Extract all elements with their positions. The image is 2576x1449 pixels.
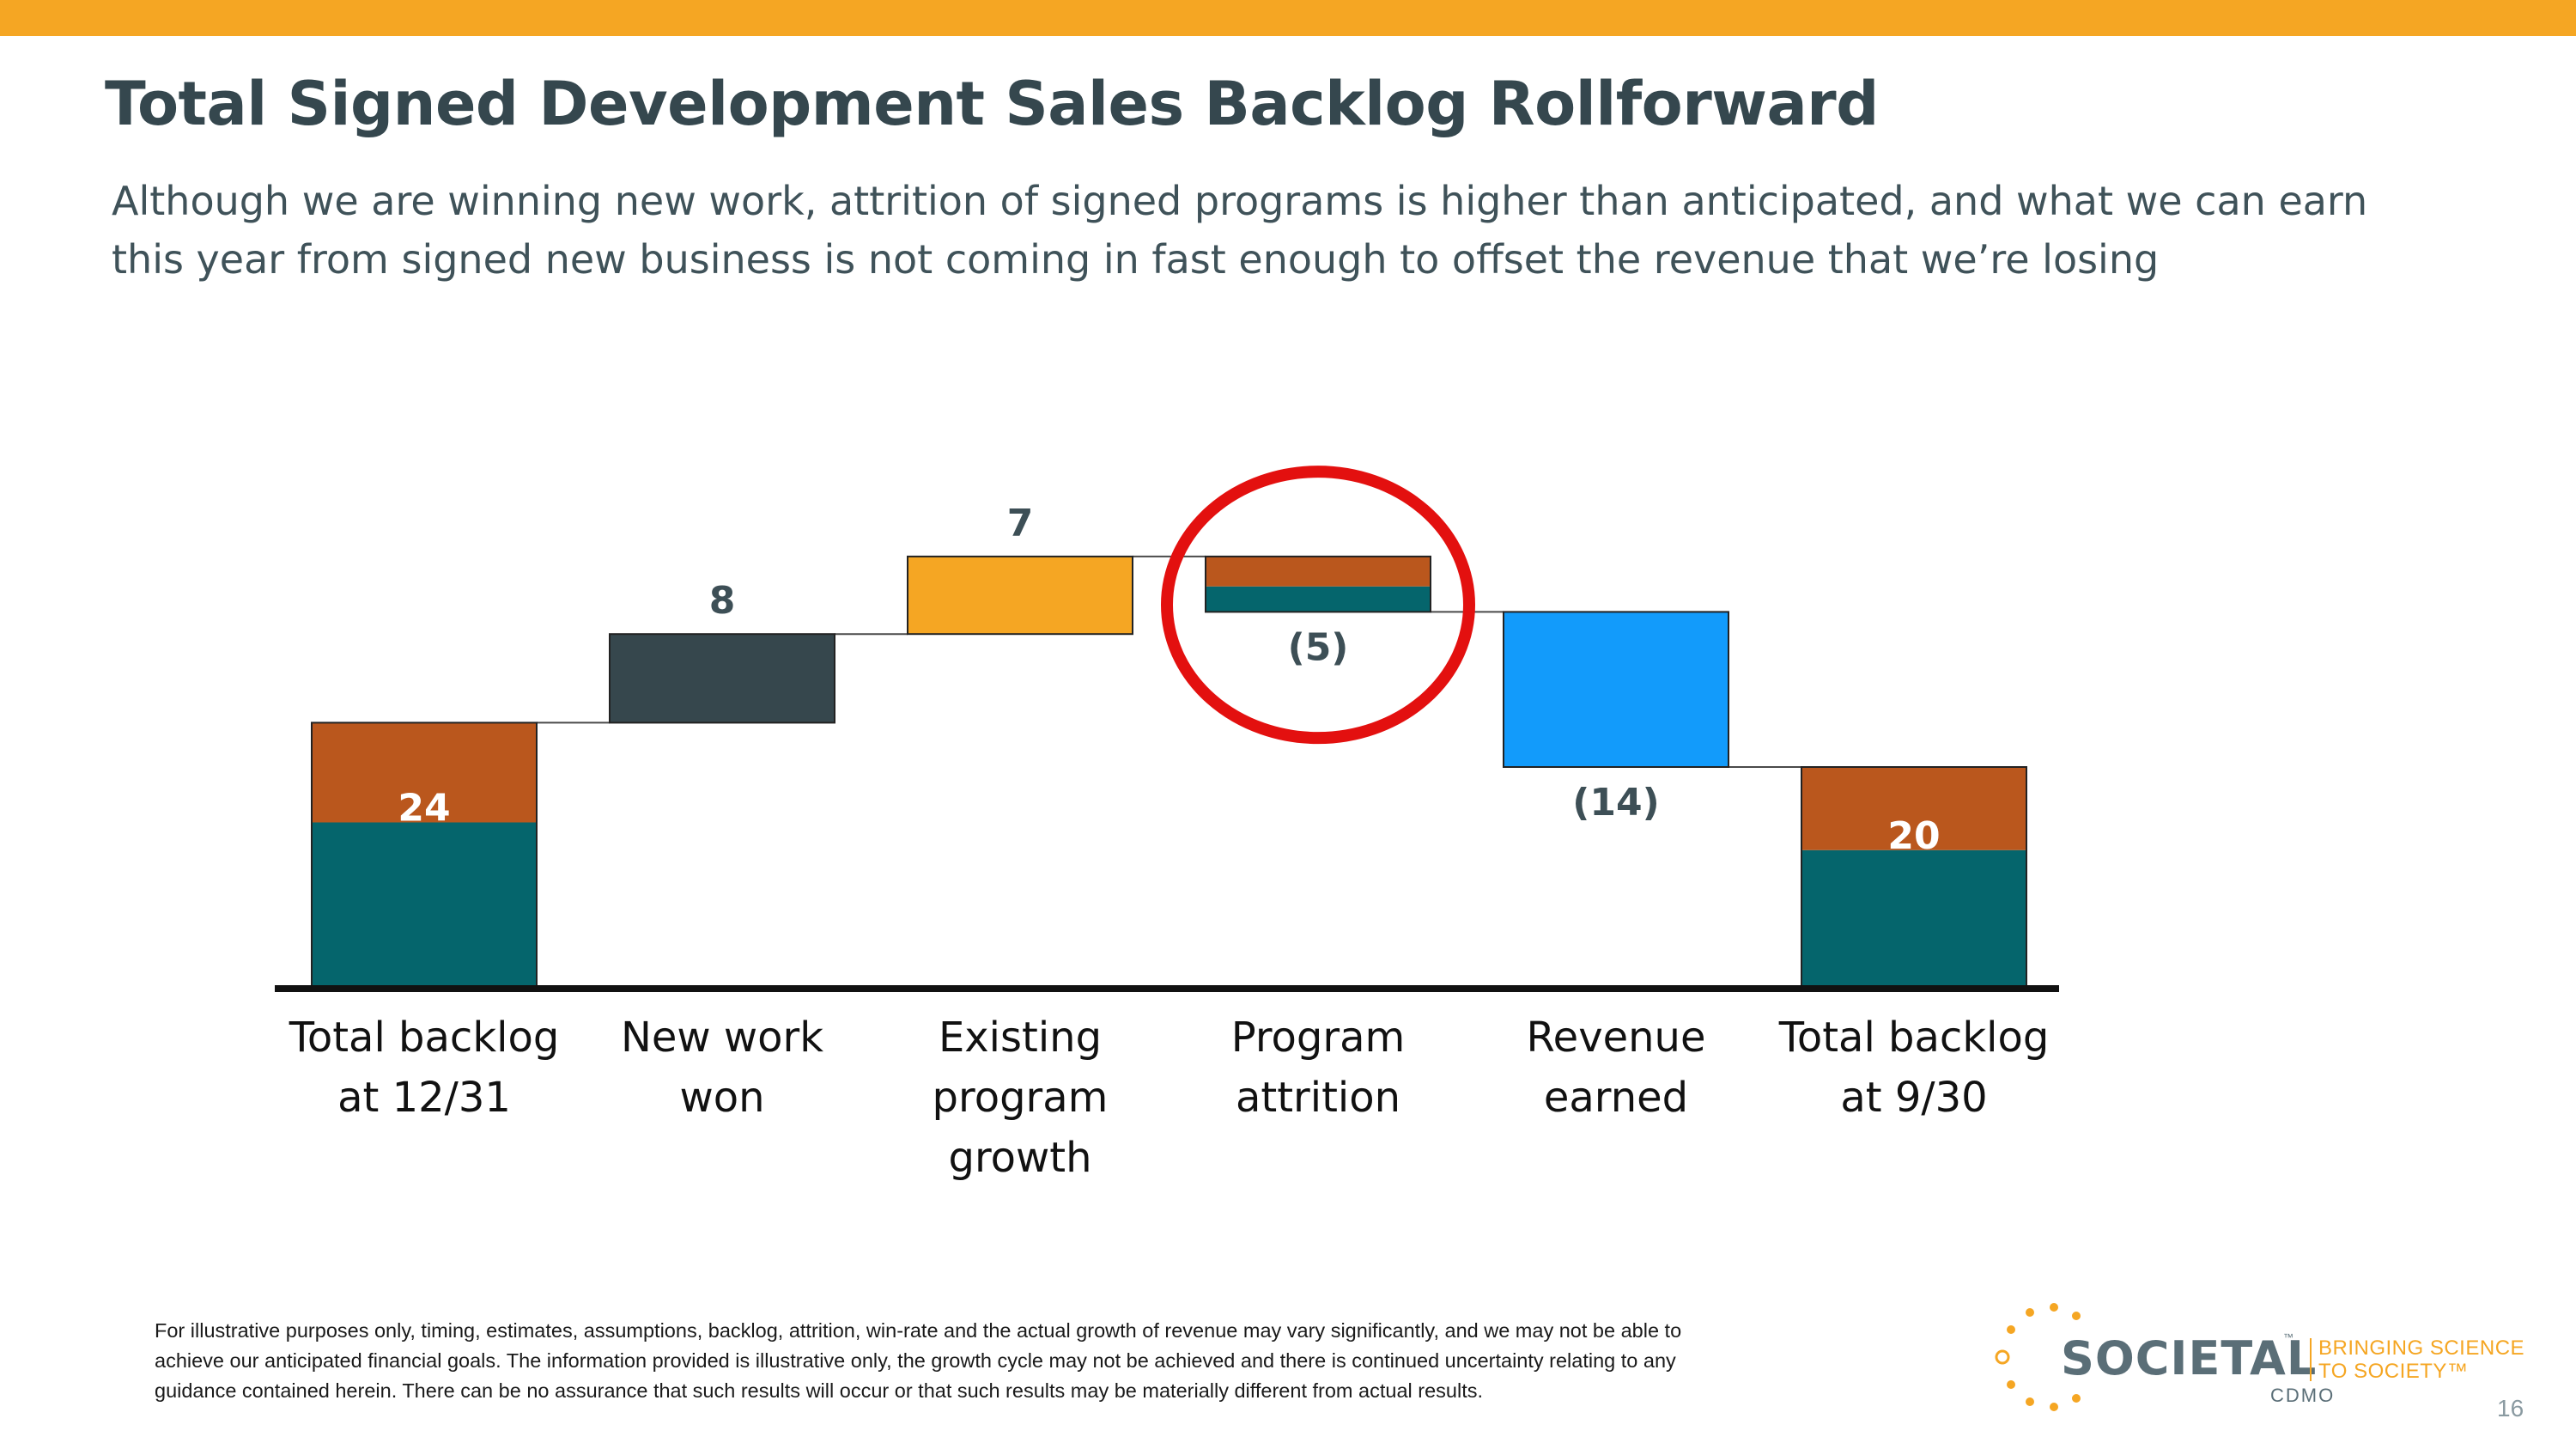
logo-tagline: BRINGING SCIENCE TO SOCIETY™ (2318, 1336, 2524, 1383)
category-label: attrition (1236, 1074, 1400, 1122)
subtitle-line: Although we are winning new work, attrit… (112, 178, 2368, 224)
category-label: Revenue (1526, 1014, 1705, 1062)
bar (908, 556, 1133, 635)
category-label: New work (621, 1014, 823, 1062)
bar-segment (312, 822, 537, 989)
tagline-line: BRINGING SCIENCE (2318, 1336, 2525, 1360)
category-label: Total backlog (1778, 1014, 2050, 1062)
disclaimer-line: For illustrative purposes only, timing, … (155, 1319, 1682, 1342)
bar-outline (609, 633, 835, 724)
page-number: 16 (2497, 1395, 2524, 1422)
societal-logo: SOCIETAL ™ CDMO BRINGING SCIENCE TO SOCI… (1990, 1295, 2524, 1416)
data-label: 24 (398, 787, 450, 831)
bar-segment (1801, 849, 2026, 989)
category-label: program (933, 1074, 1109, 1122)
category-label: at 9/30 (1840, 1074, 1987, 1122)
disclaimer: For illustrative purposes only, timing, … (155, 1316, 1889, 1406)
disclaimer-line: guidance contained herein. There can be … (155, 1379, 1484, 1402)
logo-divider (2310, 1338, 2312, 1381)
bar-outline (1205, 555, 1431, 613)
bar-segment (312, 722, 537, 823)
bar-segment (1206, 556, 1431, 587)
category-label: Program (1231, 1014, 1406, 1062)
highlight-circle (1161, 466, 1475, 745)
disclaimer-line: achieve our anticipated financial goals.… (155, 1349, 1676, 1372)
slide-subtitle: Although we are winning new work, attrit… (112, 172, 2447, 289)
category-label: at 12/31 (337, 1074, 511, 1122)
data-label: (5) (1288, 625, 1349, 669)
bar-segment (1801, 767, 2026, 850)
bar-outline (1503, 611, 1729, 769)
logo-cdmo: CDMO (2270, 1385, 2336, 1406)
category-label: earned (1544, 1074, 1688, 1122)
tagline-line: TO SOCIETY™ (2318, 1360, 2469, 1383)
category-label: Existing (939, 1014, 1102, 1062)
sunburst-dots-icon (1995, 1303, 2081, 1411)
data-label: 7 (1007, 502, 1034, 545)
top-accent-bar (0, 0, 2576, 36)
logo-trademark: ™ (2283, 1331, 2293, 1343)
bar (1504, 612, 1728, 767)
bar (610, 634, 835, 723)
logo-wordmark: SOCIETAL (2061, 1331, 2318, 1385)
data-label: 20 (1887, 814, 1940, 858)
data-label: 8 (709, 579, 736, 623)
subtitle-line: this year from signed new business is no… (112, 236, 2160, 283)
category-label: Total backlog (289, 1014, 560, 1062)
bar-outline (907, 555, 1133, 636)
category-label: growth (948, 1134, 1091, 1182)
category-label: won (679, 1074, 764, 1122)
data-label: (14) (1572, 781, 1659, 825)
bar-segment (1206, 586, 1431, 612)
slide-title: Total Signed Development Sales Backlog R… (105, 69, 1879, 139)
